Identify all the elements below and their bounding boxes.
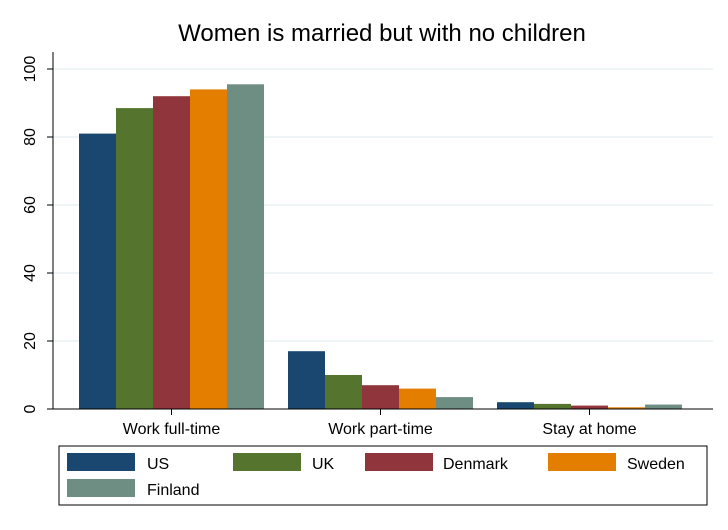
bar-sweden-2 bbox=[608, 407, 645, 409]
legend-swatch-us bbox=[67, 453, 135, 471]
bar-uk-2 bbox=[534, 403, 571, 409]
legend-label-sweden: Sweden bbox=[627, 456, 685, 473]
bar-us-2 bbox=[497, 402, 534, 409]
y-tick-label: 80 bbox=[22, 128, 39, 146]
bar-sweden-0 bbox=[190, 89, 227, 410]
legend-swatch-sweden bbox=[548, 453, 616, 471]
category-label: Stay at home bbox=[542, 421, 636, 438]
y-tick-label: 0 bbox=[22, 404, 39, 413]
category-label: Work part-time bbox=[328, 421, 433, 438]
legend-label-finland: Finland bbox=[147, 482, 199, 499]
legend-label-uk: UK bbox=[312, 456, 335, 473]
bar-uk-0 bbox=[116, 108, 153, 409]
bar-finland-1 bbox=[436, 397, 473, 409]
bar-us-0 bbox=[79, 133, 116, 409]
y-axis: 0 20 40 60 80 100 bbox=[22, 52, 54, 413]
bar-denmark-1 bbox=[362, 385, 399, 409]
y-tick-label: 20 bbox=[22, 332, 39, 350]
y-tick-label: 40 bbox=[22, 264, 39, 282]
y-tick-label: 60 bbox=[22, 196, 39, 214]
legend-swatch-uk bbox=[233, 453, 301, 471]
bar-sweden-1 bbox=[399, 388, 436, 409]
bar-finland-2 bbox=[645, 404, 682, 409]
x-axis: Work full-time Work part-time Stay at home bbox=[53, 408, 713, 438]
legend-label-denmark: Denmark bbox=[443, 456, 509, 473]
bar-uk-1 bbox=[325, 375, 362, 409]
bar-finland-0 bbox=[227, 84, 264, 410]
legend: US UK Denmark Sweden Finland bbox=[58, 445, 708, 506]
legend-swatch-finland bbox=[67, 479, 135, 497]
bars bbox=[79, 84, 682, 410]
legend-swatch-denmark bbox=[365, 453, 433, 471]
y-tick-label: 100 bbox=[22, 56, 39, 83]
bar-denmark-0 bbox=[153, 96, 190, 409]
category-label: Work full-time bbox=[123, 421, 221, 438]
legend-label-us: US bbox=[147, 456, 169, 473]
chart-title: Women is married but with no children bbox=[178, 20, 586, 47]
bar-us-1 bbox=[288, 351, 325, 409]
bar-denmark-2 bbox=[571, 405, 608, 409]
